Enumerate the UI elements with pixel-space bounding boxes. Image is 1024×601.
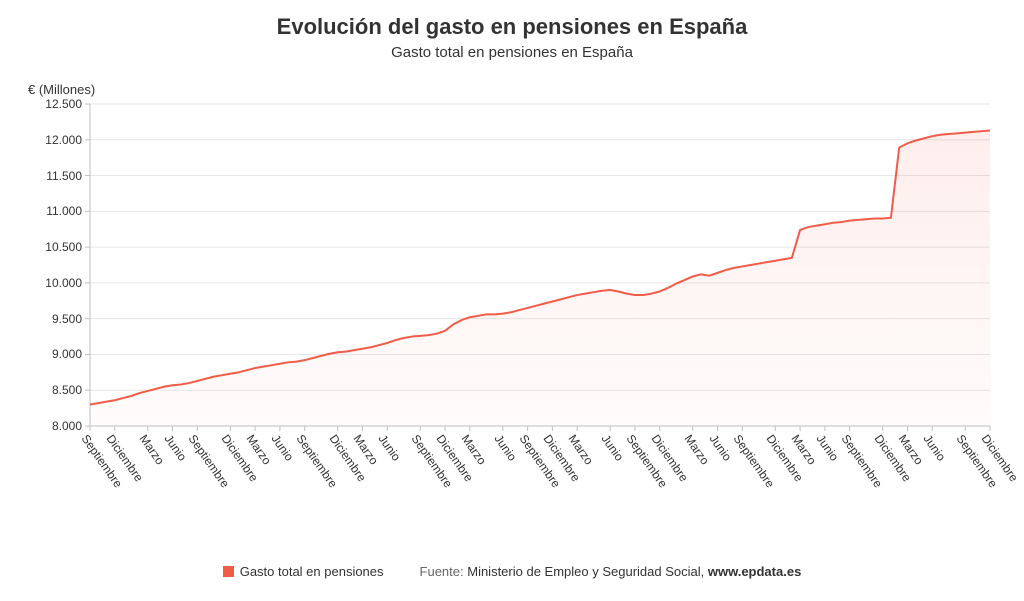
- y-tick-label: 12.500: [45, 97, 82, 111]
- x-tick-label: Junio: [491, 432, 519, 464]
- legend-swatch: [223, 566, 234, 577]
- chart-title: Evolución del gasto en pensiones en Espa…: [0, 0, 1024, 40]
- series-area: [90, 130, 990, 426]
- y-tick-label: 9.500: [52, 312, 82, 326]
- chart-plot-area: 8.0008.5009.0009.50010.00010.50011.00011…: [90, 104, 990, 426]
- chart-subtitle: Gasto total en pensiones en España: [0, 44, 1024, 61]
- y-tick-label: 12.000: [45, 133, 82, 147]
- y-tick-label: 11.500: [46, 169, 82, 183]
- source-name: Ministerio de Empleo y Seguridad Social,: [467, 564, 708, 579]
- y-tick-label: 10.500: [45, 240, 82, 254]
- source-site: www.epdata.es: [708, 564, 801, 579]
- y-tick-label: 8.000: [52, 419, 82, 433]
- legend-series-label: Gasto total en pensiones: [240, 564, 384, 579]
- y-tick-label: 9.000: [52, 347, 82, 361]
- y-axis-title: € (Millones): [28, 82, 95, 97]
- y-tick-label: 8.500: [52, 383, 82, 397]
- x-tick-label: Marzo: [681, 432, 712, 467]
- y-tick-label: 10.000: [45, 276, 82, 290]
- y-tick-label: 11.000: [46, 204, 82, 218]
- x-tick-label: Marzo: [136, 432, 167, 467]
- source-prefix: Fuente:: [420, 564, 468, 579]
- area-chart-svg: [90, 104, 990, 426]
- x-tick-label: Junio: [599, 432, 627, 464]
- legend-row: Gasto total en pensiones Fuente: Minister…: [0, 564, 1024, 579]
